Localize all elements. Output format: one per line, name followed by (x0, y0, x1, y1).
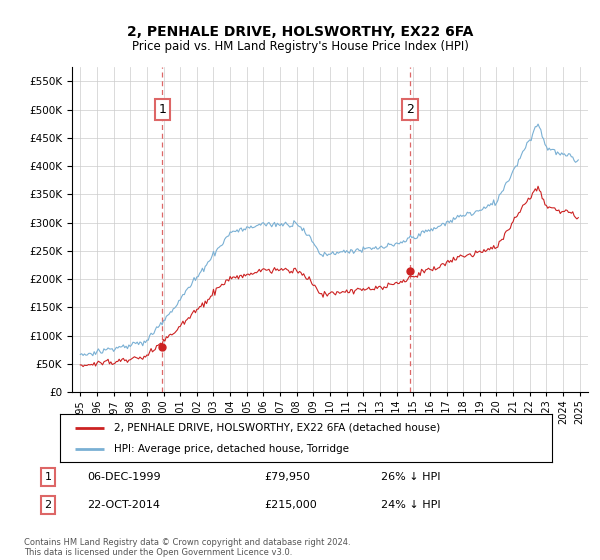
Text: 26% ↓ HPI: 26% ↓ HPI (381, 472, 440, 482)
Text: 1: 1 (44, 472, 52, 482)
Text: 06-DEC-1999: 06-DEC-1999 (87, 472, 161, 482)
Text: £79,950: £79,950 (264, 472, 310, 482)
Text: Contains HM Land Registry data © Crown copyright and database right 2024.
This d: Contains HM Land Registry data © Crown c… (24, 538, 350, 557)
Text: 2, PENHALE DRIVE, HOLSWORTHY, EX22 6FA: 2, PENHALE DRIVE, HOLSWORTHY, EX22 6FA (127, 25, 473, 39)
Text: HPI: Average price, detached house, Torridge: HPI: Average price, detached house, Torr… (114, 444, 349, 454)
Text: 22-OCT-2014: 22-OCT-2014 (87, 500, 160, 510)
Text: Price paid vs. HM Land Registry's House Price Index (HPI): Price paid vs. HM Land Registry's House … (131, 40, 469, 53)
Text: 24% ↓ HPI: 24% ↓ HPI (381, 500, 440, 510)
Text: 2: 2 (406, 103, 414, 116)
Text: 2: 2 (44, 500, 52, 510)
Text: 2, PENHALE DRIVE, HOLSWORTHY, EX22 6FA (detached house): 2, PENHALE DRIVE, HOLSWORTHY, EX22 6FA (… (114, 423, 440, 433)
Text: £215,000: £215,000 (264, 500, 317, 510)
Text: 1: 1 (158, 103, 166, 116)
